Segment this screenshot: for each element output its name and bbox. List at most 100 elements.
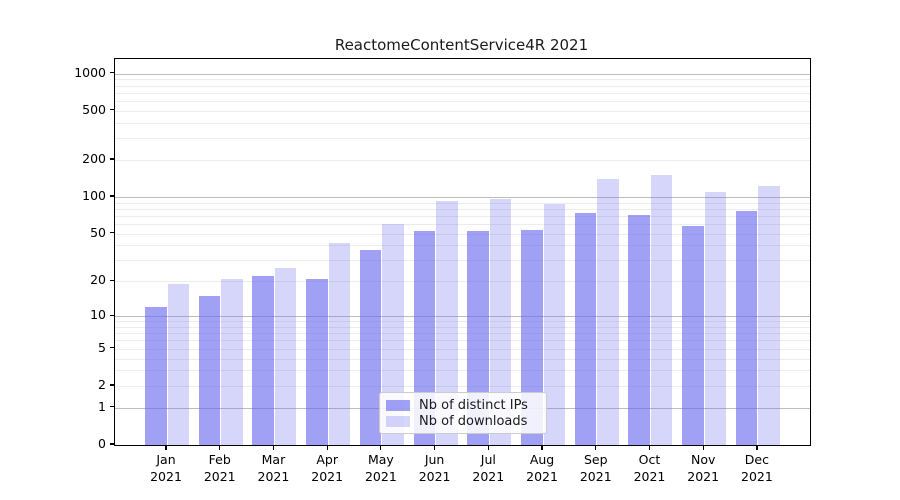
- legend-item-distinct-ips: Nb of distinct IPs: [386, 398, 538, 413]
- y-tick-mark: [109, 314, 114, 316]
- gridline-minor: [115, 326, 810, 328]
- bar-distinct-ips: [413, 230, 436, 445]
- bar-distinct-ips: [735, 210, 758, 445]
- y-tick-label: 500: [82, 101, 106, 117]
- bar-distinct-ips: [145, 307, 167, 445]
- gridline-minor: [115, 245, 810, 247]
- gridline-minor: [115, 79, 810, 81]
- gridline-minor: [115, 92, 810, 94]
- bar-downloads: [704, 191, 727, 445]
- gridline-minor: [115, 333, 810, 335]
- bar-downloads: [436, 201, 458, 445]
- gridline-minor: [115, 340, 810, 342]
- x-tick-mark: [434, 445, 436, 450]
- x-tick-mark: [326, 445, 328, 450]
- bar-downloads: [650, 175, 673, 445]
- gridline-minor: [115, 348, 810, 350]
- x-tick-label: Jan 2021: [150, 452, 182, 484]
- x-tick-mark: [219, 445, 221, 450]
- gridline-minor: [115, 385, 810, 387]
- bar-downloads: [221, 278, 243, 445]
- x-tick-label: Aug 2021: [526, 452, 558, 484]
- y-tick-mark: [109, 72, 114, 74]
- y-tick-mark: [109, 109, 114, 111]
- y-tick-mark: [109, 232, 114, 234]
- gridline-minor: [115, 370, 810, 372]
- gridline-minor: [115, 358, 810, 360]
- y-tick-label: 50: [90, 224, 106, 240]
- legend-item-downloads: Nb of downloads: [386, 414, 538, 429]
- y-tick-label: 5: [98, 339, 106, 355]
- legend-label-distinct-ips: Nb of distinct IPs: [419, 398, 528, 413]
- x-tick-label: Nov 2021: [687, 452, 720, 484]
- x-tick-label: Feb 2021: [203, 452, 236, 484]
- gridline-minor: [115, 215, 810, 217]
- x-tick-label: Mar 2021: [257, 452, 290, 484]
- gridline-minor: [115, 202, 810, 204]
- y-tick-label: 20: [90, 272, 106, 288]
- x-tick-mark: [272, 445, 275, 450]
- y-tick-label: 10: [90, 307, 106, 323]
- gridline-minor: [115, 138, 810, 140]
- y-tick-label: 2: [98, 376, 106, 392]
- legend: Nb of distinct IPs Nb of downloads: [379, 392, 547, 434]
- y-tick-label: 0: [98, 436, 106, 451]
- gridline-minor: [115, 260, 810, 262]
- x-tick-label: Jul 2021: [472, 452, 505, 484]
- y-tick-mark: [109, 443, 114, 445]
- bar-downloads: [274, 267, 297, 445]
- gridline-major: [115, 196, 810, 199]
- gridline-minor: [115, 85, 810, 87]
- gridline-minor: [115, 101, 810, 103]
- x-tick-mark: [648, 445, 651, 450]
- bar-distinct-ips: [682, 225, 704, 445]
- legend-swatch-downloads: [386, 416, 410, 427]
- x-tick-label: Sep 2021: [579, 452, 612, 484]
- y-tick-mark: [109, 406, 114, 408]
- bar-distinct-ips: [306, 278, 328, 445]
- y-tick-mark: [109, 195, 114, 197]
- y-tick-label: 1000: [74, 64, 106, 80]
- bar-distinct-ips: [521, 229, 543, 445]
- gridline-minor: [115, 233, 810, 235]
- bar-distinct-ips: [198, 295, 221, 445]
- bar-distinct-ips: [359, 249, 382, 445]
- y-tick-label: 200: [82, 150, 106, 166]
- x-tick-mark: [702, 445, 704, 450]
- gridline-minor: [115, 321, 810, 323]
- y-tick-mark: [109, 279, 114, 281]
- y-tick-mark: [109, 384, 114, 386]
- bar-distinct-ips: [252, 276, 274, 445]
- gridline-minor: [115, 122, 810, 124]
- chart-title: ReactomeContentService4R 2021: [334, 36, 589, 54]
- bar-downloads: [167, 283, 189, 445]
- plot-area: [114, 58, 811, 446]
- bar-downloads: [382, 224, 404, 445]
- x-tick-label: Apr 2021: [311, 452, 344, 484]
- bar-downloads: [758, 185, 780, 445]
- bar-distinct-ips: [467, 230, 489, 445]
- x-tick-mark: [380, 445, 382, 450]
- gridline-major: [115, 73, 810, 75]
- bar-downloads: [489, 199, 512, 445]
- bar-downloads: [543, 204, 566, 445]
- x-tick-mark: [541, 445, 543, 450]
- x-tick-label: Oct 2021: [633, 452, 666, 484]
- y-tick-mark: [109, 158, 114, 160]
- gridline-minor: [115, 159, 810, 161]
- y-tick-mark: [109, 347, 114, 349]
- gridline-major: [115, 316, 810, 318]
- x-tick-mark: [165, 445, 167, 450]
- x-tick-label: Jun 2021: [418, 452, 451, 484]
- x-tick-mark: [487, 445, 489, 450]
- legend-label-downloads: Nb of downloads: [419, 414, 528, 429]
- bar-distinct-ips: [574, 212, 597, 445]
- gridline-minor: [115, 208, 810, 210]
- bar-downloads: [328, 242, 351, 445]
- gridline-minor: [115, 281, 810, 283]
- legend-swatch-distinct-ips: [386, 400, 410, 411]
- y-tick-label: 100: [82, 187, 106, 203]
- x-tick-mark: [756, 445, 758, 450]
- y-tick-label: 1: [98, 398, 106, 414]
